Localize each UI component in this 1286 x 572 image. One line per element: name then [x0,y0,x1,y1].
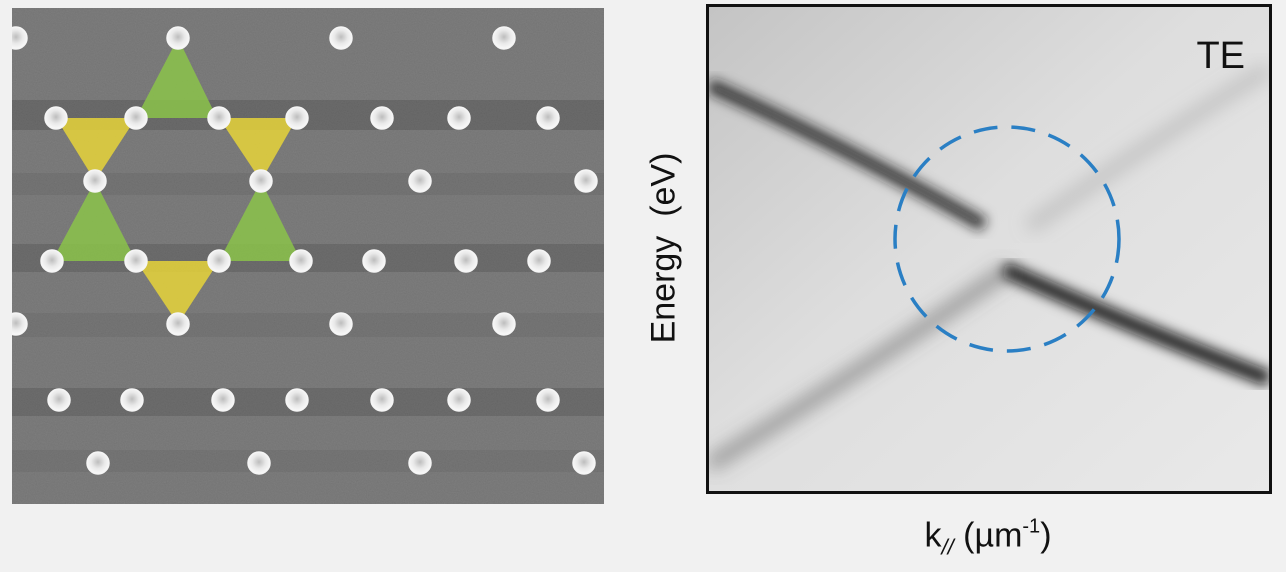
nanoparticle [207,106,231,130]
x-axis-unit-close: ) [1040,516,1052,555]
nanoparticle [40,249,64,273]
nanoparticle [12,312,28,336]
nanoparticle [124,249,148,273]
x-axis-unit: (µm [953,516,1023,555]
nanoparticle [574,169,598,193]
triangle-down-highlight [136,261,219,324]
nanoparticle [83,169,107,193]
nanoparticle [329,312,353,336]
nanoparticle [408,451,432,475]
dispersion-spectrum-panel: TE [706,4,1272,494]
nanoparticle [536,106,560,130]
nanoparticle [211,388,235,412]
triangle-down-highlight [56,118,136,181]
band-ascending-lower [709,263,1014,471]
nanoparticle [124,106,148,130]
x-axis-unit-exponent: -1 [1022,515,1041,538]
triangle-up-highlight [52,181,136,261]
nanoparticle [408,169,432,193]
nanoparticle [492,26,516,50]
band-descending-lower [1000,261,1269,387]
triangle-up-highlight [219,181,301,261]
nanoparticle [329,26,353,50]
band-ascending-upper [1025,62,1269,233]
nanoparticle [447,388,471,412]
nanoparticle [536,388,560,412]
nanoparticle [86,451,110,475]
nanoparticle [207,249,231,273]
nanoparticle [289,249,313,273]
sem-row-band [12,173,604,195]
nanoparticle [166,312,190,336]
x-axis-subscript: // [941,534,954,560]
nanoparticle [572,451,596,475]
nanoparticle [492,312,516,336]
triangle-down-highlight [219,118,297,181]
triangle-up-highlight [136,38,217,118]
polarization-label: TE [1196,35,1245,77]
nanoparticle [370,388,394,412]
nanoparticle [447,106,471,130]
dirac-point-highlight-circle [893,125,1121,353]
nanoparticle [370,106,394,130]
dispersion-spectrum [709,7,1269,491]
nanoparticle-array [12,26,598,475]
x-axis-symbol: k [924,516,942,555]
y-axis-label: Energy (eV) [644,152,683,344]
sem-image [12,8,604,504]
nanoparticle [120,388,144,412]
nanoparticle [249,169,273,193]
band-descending-upper [709,78,988,232]
nanoparticle [527,249,551,273]
nanoparticle [454,249,478,273]
nanoparticle [285,106,309,130]
sem-image-panel [12,8,604,504]
nanoparticle [44,106,68,130]
nanoparticle [285,388,309,412]
x-axis-label: k// (µm-1) [924,515,1052,560]
nanoparticle [47,388,71,412]
nanoparticle [247,451,271,475]
nanoparticle [12,26,28,50]
nanoparticle [166,26,190,50]
sem-row-band [12,450,604,472]
nanoparticle [362,249,386,273]
